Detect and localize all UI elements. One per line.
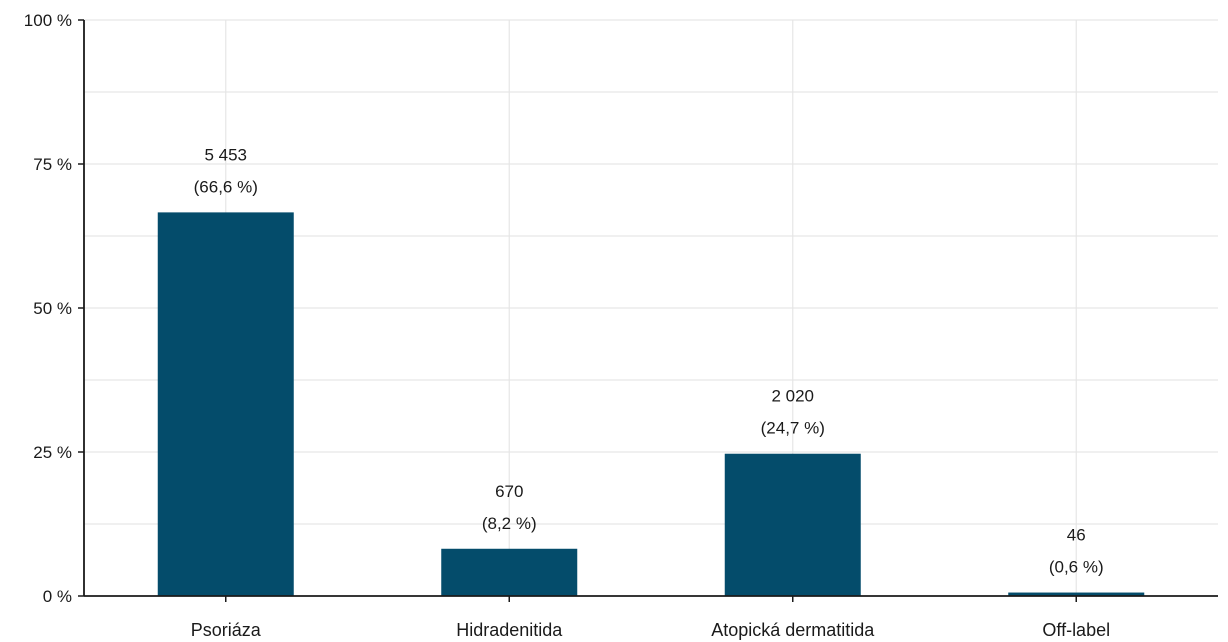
y-tick-label: 25 % <box>33 443 72 462</box>
data-label-percent: (66,6 %) <box>194 177 258 196</box>
y-tick-label: 75 % <box>33 155 72 174</box>
axes <box>78 19 1218 602</box>
data-label-count: 670 <box>495 482 523 501</box>
x-category-label: Psoriáza <box>191 620 262 640</box>
bars <box>157 212 1145 596</box>
data-label-percent: (0,6 %) <box>1049 558 1104 577</box>
x-category-label: Off-label <box>1042 620 1110 640</box>
data-label-count: 46 <box>1067 526 1086 545</box>
data-labels: 5 453 (66,6 %) 670 (8,2 %) 2 020 (24,7 %) 46 (0… <box>194 145 1104 576</box>
y-tick-label: 100 % <box>24 11 72 30</box>
y-tick-labels: 0 % 25 % 50 % 75 % 100 % <box>24 11 72 606</box>
y-tick-label: 0 % <box>43 587 72 606</box>
bar <box>724 453 861 596</box>
bar <box>1008 592 1145 596</box>
data-label-percent: (24,7 %) <box>761 419 825 438</box>
y-tick-label: 50 % <box>33 299 72 318</box>
bar <box>441 548 578 596</box>
x-category-labels: Psoriáza Hidradenitida Atopická dermatitid… <box>191 620 1110 640</box>
x-category-label: Hidradenitida <box>456 620 563 640</box>
data-label-count: 2 020 <box>771 387 814 406</box>
x-category-label: Atopická dermatitida <box>711 620 875 640</box>
data-label-count: 5 453 <box>204 145 247 164</box>
bar <box>157 212 294 596</box>
data-label-percent: (8,2 %) <box>482 514 537 533</box>
